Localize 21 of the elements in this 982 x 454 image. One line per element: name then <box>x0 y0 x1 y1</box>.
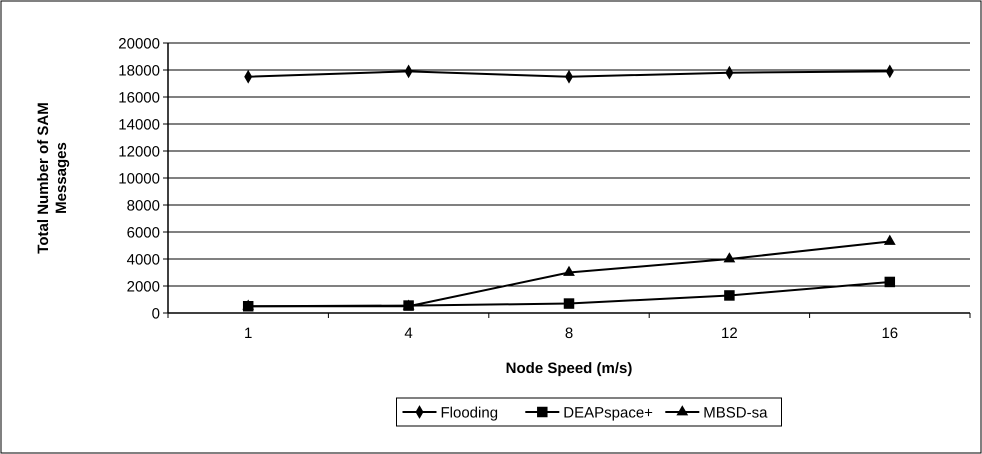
legend-label: Flooding <box>440 404 498 422</box>
y-tick-label: 4000 <box>126 251 160 268</box>
legend-label: MBSD-sa <box>703 404 768 422</box>
y-tick-label: 10000 <box>118 170 160 188</box>
y-tick-label: 2000 <box>126 278 160 296</box>
y-tick-label: 6000 <box>126 224 160 242</box>
y-tick-label: 8000 <box>126 197 160 214</box>
x-tick-label: 1 <box>244 325 252 342</box>
y-tick-label: 16000 <box>118 89 160 106</box>
y-tick-label: 12000 <box>118 143 160 160</box>
legend-label: DEAPspace+ <box>563 404 654 422</box>
y-axis-title: Total Number of SAM Messages <box>35 102 70 254</box>
y-tick-label: 20000 <box>118 35 160 52</box>
x-tick-label: 4 <box>404 325 413 342</box>
y-tick-label: 14000 <box>118 116 160 134</box>
x-tick-label: 16 <box>881 325 898 342</box>
y-tick-label: 18000 <box>118 62 160 80</box>
y-tick-label: 0 <box>152 305 160 322</box>
x-tick-label: 8 <box>564 325 574 342</box>
x-axis-title: Node Speed (m/s) <box>506 360 632 377</box>
x-tick-label: 12 <box>721 325 738 342</box>
